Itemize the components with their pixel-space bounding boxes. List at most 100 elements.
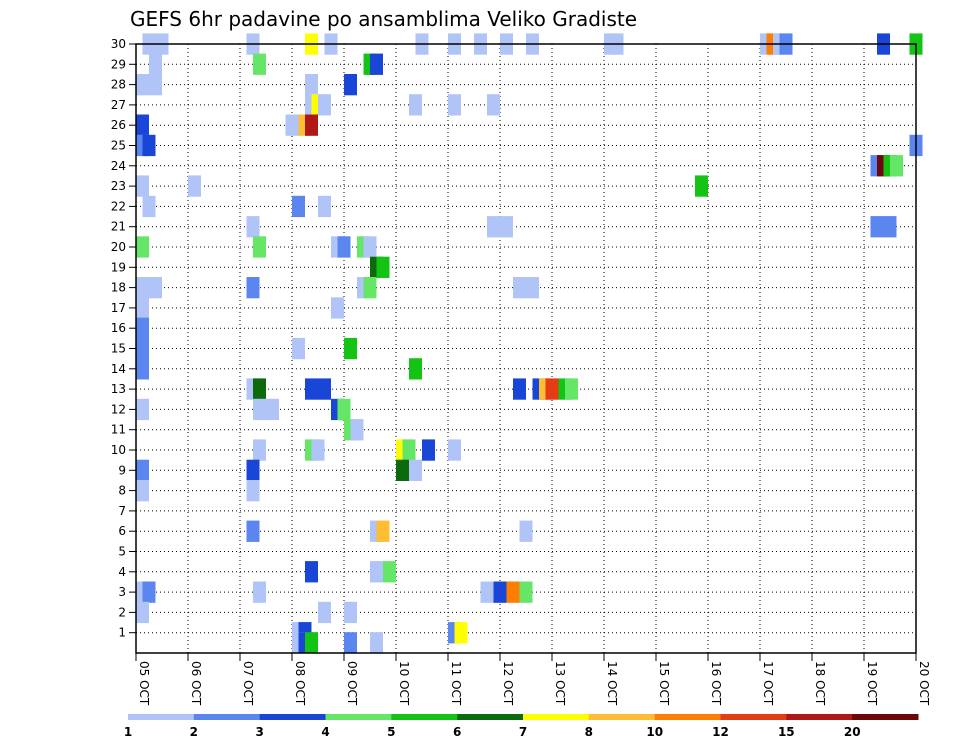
heatmap-cell bbox=[402, 439, 416, 461]
x-tick-label: 19 OCT bbox=[865, 661, 879, 706]
heatmap-cell bbox=[370, 561, 383, 583]
heatmap-cell bbox=[246, 459, 260, 481]
heatmap-cell bbox=[136, 601, 149, 624]
y-tick-label: 10 bbox=[111, 443, 126, 457]
legend-swatch bbox=[259, 714, 326, 720]
heatmap-cell bbox=[305, 378, 331, 400]
y-axis: 1234567891011121314151617181920212223242… bbox=[111, 37, 136, 640]
heatmap-cell bbox=[136, 480, 149, 502]
y-tick-label: 21 bbox=[111, 220, 126, 234]
cell-layer bbox=[136, 33, 923, 654]
y-tick-label: 29 bbox=[111, 57, 126, 71]
legend-swatch bbox=[457, 714, 524, 720]
x-tick-label: 10 OCT bbox=[397, 661, 411, 706]
heatmap-cell bbox=[513, 277, 539, 299]
heatmap-cell bbox=[344, 632, 357, 654]
x-tick-label: 05 OCT bbox=[137, 661, 151, 706]
heatmap-cell bbox=[519, 520, 533, 542]
heatmap-cell bbox=[695, 175, 708, 197]
y-tick-label: 5 bbox=[118, 545, 126, 559]
heatmap-cell bbox=[331, 297, 344, 319]
y-tick-label: 25 bbox=[111, 139, 126, 153]
y-tick-label: 12 bbox=[111, 402, 126, 416]
y-tick-label: 3 bbox=[118, 585, 126, 599]
heatmap-cell bbox=[409, 459, 422, 481]
heatmap-cell bbox=[136, 277, 162, 299]
legend-label: 7 bbox=[519, 725, 527, 739]
x-tick-label: 12 OCT bbox=[501, 661, 515, 706]
x-tick-label: 15 OCT bbox=[657, 661, 671, 706]
y-tick-label: 4 bbox=[118, 565, 126, 579]
heatmap-cell bbox=[545, 378, 559, 400]
y-tick-label: 17 bbox=[111, 301, 126, 315]
heatmap-cell bbox=[870, 216, 897, 238]
heatmap-cell bbox=[136, 175, 149, 197]
chart-title: GEFS 6hr padavine po ansamblima Veliko G… bbox=[130, 7, 637, 31]
y-tick-label: 28 bbox=[111, 78, 126, 92]
y-tick-label: 22 bbox=[111, 199, 126, 213]
legend-swatch bbox=[523, 714, 590, 720]
y-tick-label: 6 bbox=[118, 524, 126, 538]
heatmap-cell bbox=[513, 378, 526, 400]
heatmap-cell bbox=[136, 317, 149, 339]
y-tick-label: 30 bbox=[111, 37, 126, 51]
y-tick-label: 9 bbox=[118, 463, 126, 477]
y-tick-label: 2 bbox=[118, 605, 126, 619]
heatmap-cell bbox=[142, 134, 156, 157]
heatmap-cell bbox=[337, 398, 351, 421]
heatmap-cell bbox=[136, 114, 149, 136]
legend-label: 20 bbox=[844, 725, 861, 739]
y-tick-label: 1 bbox=[118, 626, 126, 640]
heatmap-cell bbox=[487, 216, 513, 238]
heatmap-cell bbox=[311, 439, 325, 461]
heatmap-cell bbox=[376, 520, 390, 542]
y-tick-label: 24 bbox=[111, 159, 126, 173]
heatmap-cell bbox=[253, 581, 266, 603]
heatmap-cell bbox=[188, 175, 201, 197]
legend-label: 6 bbox=[453, 725, 461, 739]
legend-swatch bbox=[852, 714, 919, 720]
y-tick-label: 15 bbox=[111, 342, 126, 356]
x-tick-label: 16 OCT bbox=[709, 661, 723, 706]
x-tick-label: 08 OCT bbox=[293, 661, 307, 706]
heatmap-cell bbox=[363, 236, 377, 258]
heatmap-cell bbox=[136, 74, 162, 96]
x-tick-label: 13 OCT bbox=[553, 661, 567, 706]
heatmap-cell bbox=[136, 236, 149, 258]
legend-label: 5 bbox=[387, 725, 395, 739]
heatmap-cell bbox=[454, 622, 468, 644]
heatmap-cell bbox=[246, 480, 260, 502]
legend-label: 12 bbox=[712, 725, 729, 739]
heatmap-cell bbox=[383, 561, 396, 583]
heatmap-cell bbox=[376, 256, 390, 278]
y-tick-label: 16 bbox=[111, 321, 126, 335]
heatmap-cell bbox=[246, 277, 260, 299]
heatmap-cell bbox=[292, 337, 305, 360]
legend-swatch bbox=[128, 714, 195, 720]
legend-swatch bbox=[588, 714, 656, 720]
heatmap-cell bbox=[253, 398, 279, 421]
x-tick-label: 17 OCT bbox=[761, 661, 775, 706]
x-tick-label: 07 OCT bbox=[241, 661, 255, 706]
heatmap-cell bbox=[350, 419, 364, 441]
heatmap-cell bbox=[305, 114, 318, 136]
heatmap-cell bbox=[363, 277, 377, 299]
heatmap-cell bbox=[344, 601, 357, 624]
y-tick-label: 23 bbox=[111, 179, 126, 193]
heatmap-cell bbox=[409, 358, 422, 380]
heatmap-cell bbox=[136, 358, 149, 380]
heatmap-cell bbox=[344, 74, 357, 96]
heatmap-cell bbox=[253, 53, 266, 75]
x-tick-label: 09 OCT bbox=[345, 661, 359, 706]
legend-label: 10 bbox=[646, 725, 663, 739]
heatmap-cell bbox=[136, 297, 149, 319]
heatmap-cell bbox=[136, 337, 149, 360]
heatmap-cell bbox=[253, 439, 266, 461]
legend-swatch bbox=[654, 714, 721, 720]
heatmap-cell bbox=[493, 581, 507, 603]
x-tick-label: 20 OCT bbox=[917, 661, 931, 706]
y-tick-label: 26 bbox=[111, 118, 126, 132]
y-tick-label: 27 bbox=[111, 98, 126, 112]
legend-label: 2 bbox=[190, 725, 198, 739]
